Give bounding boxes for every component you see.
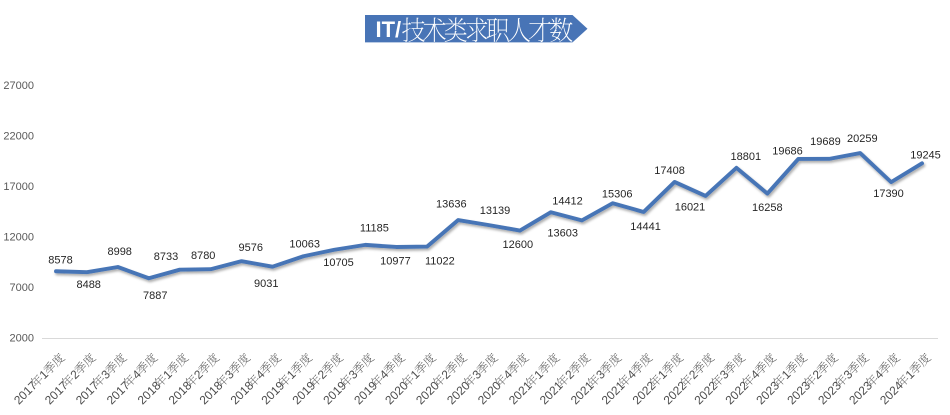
svg-text:22000: 22000 [3,130,34,142]
svg-text:9576: 9576 [239,242,263,254]
svg-text:14412: 14412 [552,196,583,208]
svg-text:8488: 8488 [76,279,100,291]
svg-text:12000: 12000 [3,232,34,244]
svg-text:11185: 11185 [360,223,389,235]
svg-text:7000: 7000 [10,282,34,294]
svg-text:13139: 13139 [480,205,511,217]
svg-text:14441: 14441 [630,221,661,233]
svg-text:13603: 13603 [547,227,578,239]
svg-text:8780: 8780 [191,250,215,262]
svg-text:17000: 17000 [3,181,34,193]
svg-text:9031: 9031 [254,278,278,290]
svg-text:18801: 18801 [731,151,762,163]
svg-text:16021: 16021 [675,201,706,213]
svg-text:IT/: IT/ [376,17,402,42]
svg-text:19689: 19689 [810,136,841,148]
svg-text:27000: 27000 [3,80,34,92]
svg-text:20259: 20259 [847,133,878,145]
svg-text:10063: 10063 [289,239,320,251]
svg-text:15306: 15306 [602,189,633,201]
svg-text:10977: 10977 [380,255,411,267]
svg-text:8733: 8733 [154,251,178,263]
svg-text:10705: 10705 [323,257,354,269]
svg-text:17390: 17390 [873,188,904,200]
svg-text:11022: 11022 [425,255,455,267]
svg-text:19245: 19245 [910,150,941,162]
svg-text:17408: 17408 [654,165,685,177]
svg-text:12600: 12600 [503,239,534,251]
svg-text:7887: 7887 [143,290,167,302]
svg-text:16258: 16258 [752,202,783,214]
svg-text:13636: 13636 [436,198,467,210]
svg-text:2000: 2000 [10,333,34,345]
svg-text:8578: 8578 [48,254,72,266]
svg-text:19686: 19686 [772,145,803,157]
svg-text:8998: 8998 [107,246,131,258]
